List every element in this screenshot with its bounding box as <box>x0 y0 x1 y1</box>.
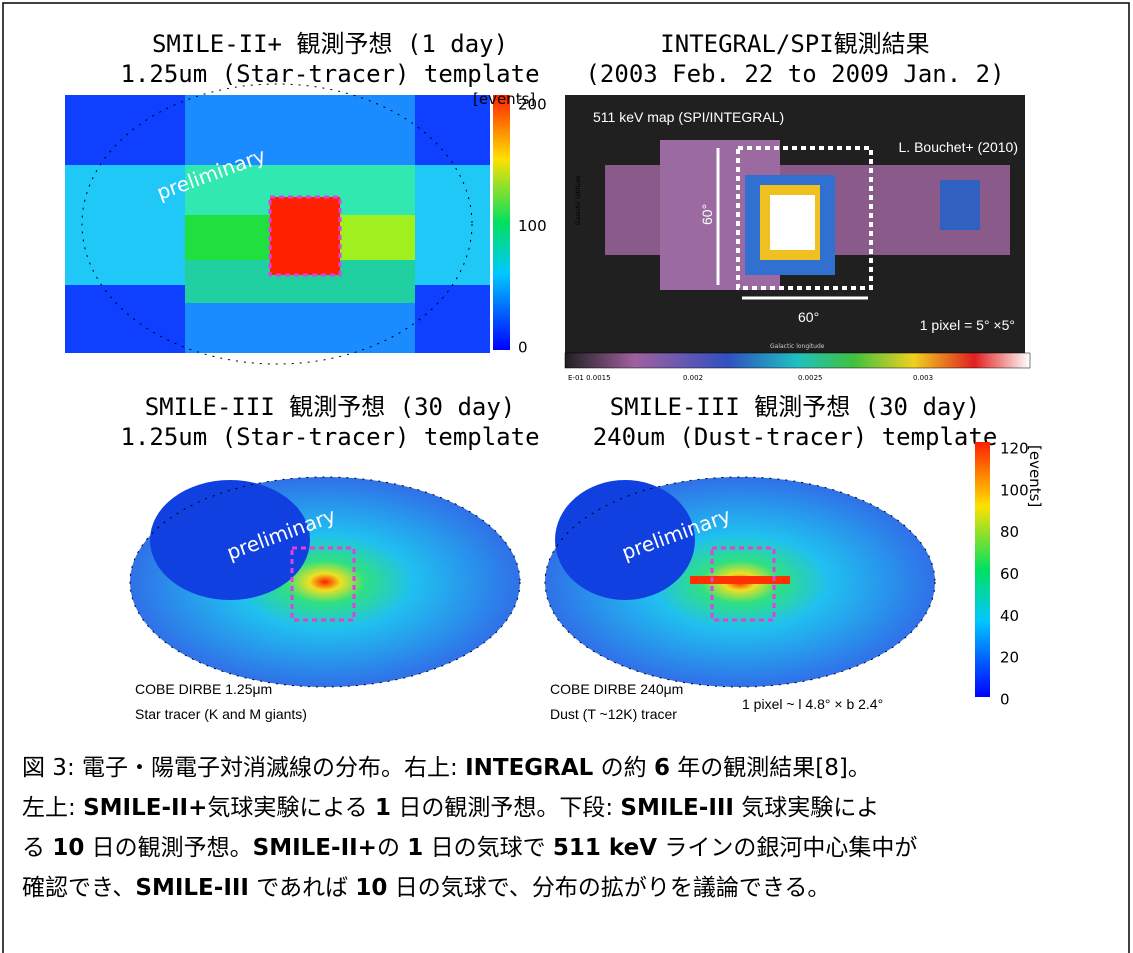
caption-text: INTEGRAL <box>465 755 594 781</box>
caption-text: 10 <box>355 875 387 901</box>
note: Dust (T ~12K) tracer <box>550 706 677 722</box>
caption-text: 日の観測予想。下段: <box>391 795 620 821</box>
credit: L. Bouchet+ (2010) <box>899 139 1018 155</box>
panel-title: SMILE-III 観測予想 (30 day) <box>610 393 981 421</box>
colorbar-tick-label: 120 <box>1000 440 1029 458</box>
caption-line: 左上: SMILE-II+気球実験による 1 日の観測予想。下段: SMILE-… <box>22 795 879 821</box>
caption-text: 確認でき、 <box>22 875 135 901</box>
colorbar-tick-label: 80 <box>1000 523 1019 541</box>
colorbar-tick-label: 0 <box>518 339 528 357</box>
caption-text: ラインの銀河中心集中が <box>657 835 917 861</box>
map <box>565 95 1025 353</box>
colorbar-tick-label: 0.003 <box>913 374 933 382</box>
caption-text: の <box>377 835 407 861</box>
page: SMILE-II+ 観測予想 (1 day) 1.25um (Star-trac… <box>0 0 1133 953</box>
axis-label: Galactic longitude <box>770 343 825 350</box>
caption-text: 6 <box>654 755 670 781</box>
panel-title: SMILE-III 観測予想 (30 day) <box>145 393 516 421</box>
colorbar-tick-label: 0.0025 <box>798 374 823 382</box>
caption-text: 日の観測予想。 <box>84 835 252 861</box>
axis-label: Galactic latitude <box>575 175 582 225</box>
caption-text: 1 <box>407 835 423 861</box>
panel-title: 1.25um (Star-tracer) template <box>120 423 539 451</box>
colorbar-tick-label: 40 <box>1000 607 1019 625</box>
caption-text: 1 <box>375 795 391 821</box>
caption-text: 10 <box>52 835 84 861</box>
panel-title: INTEGRAL/SPI観測結果 <box>660 30 929 58</box>
map-label: 511 keV map (SPI/INTEGRAL) <box>593 109 784 125</box>
caption-text: 日の気球で <box>423 835 553 861</box>
colorbar-tick-label: 20 <box>1000 649 1019 667</box>
height-label: 60° <box>699 204 715 225</box>
map <box>130 477 935 687</box>
unit: [events] <box>1026 445 1044 507</box>
colorbar <box>493 95 510 350</box>
caption-text: 年の観測結果[8]。 <box>670 755 871 781</box>
caption-text: 図 3: 電子・陽電子対消滅線の分布。右上: <box>22 755 465 781</box>
note: Star tracer (K and M giants) <box>135 706 307 722</box>
pixel-label: 1 pixel ~ l 4.8° × b 2.4° <box>742 696 883 712</box>
caption-text: 日の気球で、分布の拡がりを議論できる。 <box>387 875 830 901</box>
caption-text: 気球実験による <box>207 795 375 821</box>
caption-text: であれば <box>249 875 355 901</box>
caption-text: る <box>22 835 52 861</box>
caption-line: 確認でき、SMILE-III であれば 10 日の気球で、分布の拡がりを議論でき… <box>22 875 830 901</box>
note: COBE DIRBE 240μm <box>550 681 683 697</box>
pixel-label: 1 pixel = 5° ×5° <box>920 317 1015 333</box>
colorbar-tick-label: E-01 0.0015 <box>568 374 611 382</box>
panel-title: 240um (Dust-tracer) template <box>593 423 998 451</box>
colorbar-tick-label: 100 <box>518 217 547 235</box>
colorbar <box>975 442 990 697</box>
panel-title: 1.25um (Star-tracer) template <box>120 60 539 88</box>
map <box>65 84 490 364</box>
colorbar <box>565 353 1030 368</box>
colorbar-tick-label: 0.002 <box>683 374 703 382</box>
caption-text: SMILE-II+ <box>83 795 207 821</box>
caption-line: る 10 日の観測予想。SMILE-II+の 1 日の気球で 511 keV ラ… <box>22 835 917 861</box>
caption-text: 気球実験によ <box>734 795 879 821</box>
caption-line: 図 3: 電子・陽電子対消滅線の分布。右上: INTEGRAL の約 6 年の観… <box>22 755 871 781</box>
caption-text: SMILE-III <box>620 795 734 821</box>
panel-title: SMILE-II+ 観測予想 (1 day) <box>152 30 508 58</box>
colorbar-tick-label: 200 <box>518 96 547 114</box>
colorbar-tick-label: 0 <box>1000 691 1010 709</box>
caption-text: 511 keV <box>553 835 657 861</box>
caption-text: SMILE-III <box>135 875 249 901</box>
caption-text: 左上: <box>22 795 83 821</box>
colorbar-tick-label: 100 <box>1000 481 1029 499</box>
caption-text: の約 <box>593 755 654 781</box>
width-label: 60° <box>798 309 819 325</box>
colorbar-tick-label: 60 <box>1000 565 1019 583</box>
panel-title: (2003 Feb. 22 to 2009 Jan. 2) <box>585 60 1004 88</box>
caption-text: SMILE-II+ <box>253 835 377 861</box>
note: COBE DIRBE 1.25μm <box>135 681 272 697</box>
